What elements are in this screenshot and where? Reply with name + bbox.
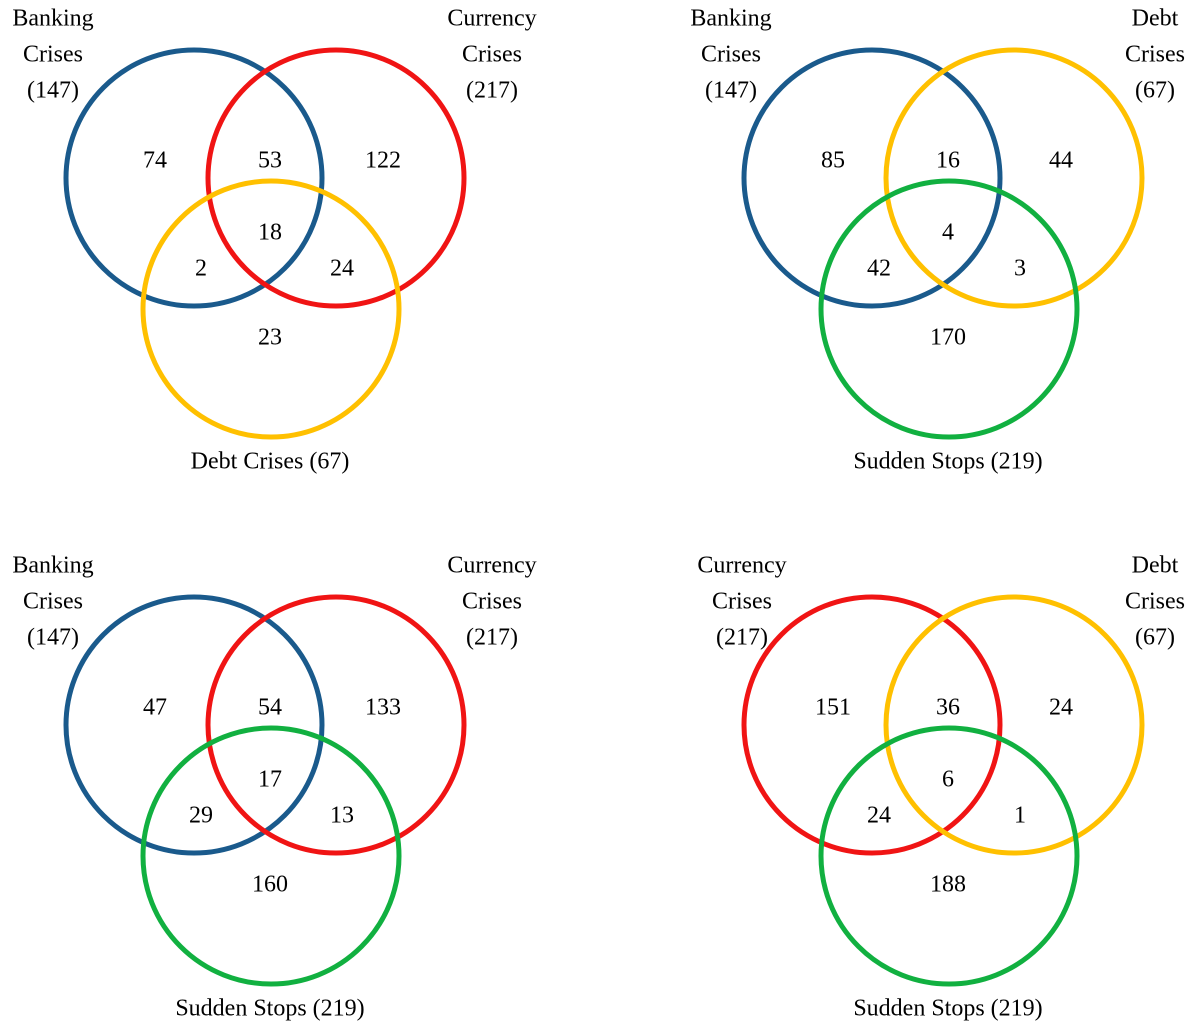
set-label-banking: Crises (701, 42, 761, 68)
region-count-a-only: 151 (815, 695, 851, 721)
set-label-currency: Crises (462, 42, 522, 68)
set-label-currency: (217) (716, 625, 768, 651)
region-count-c-only: 188 (930, 872, 966, 898)
region-count-abc: 18 (258, 220, 282, 246)
currency-circle (741, 594, 1003, 856)
region-count-bc: 3 (1014, 256, 1026, 282)
region-count-ab: 16 (936, 148, 960, 174)
set-label-banking: Crises (23, 42, 83, 68)
region-count-bc: 1 (1014, 803, 1026, 829)
region-count-a-only: 85 (821, 148, 845, 174)
region-count-bc: 13 (330, 803, 354, 829)
set-label-currency: Currency (697, 553, 786, 579)
sudden-circle (140, 725, 402, 987)
region-count-ab: 36 (936, 695, 960, 721)
set-label-debt: Crises (1125, 589, 1185, 615)
set-label-banking: Banking (12, 553, 93, 579)
set-label-debt: Crises (1125, 42, 1185, 68)
set-label-banking: Banking (12, 6, 93, 32)
set-label-banking: (147) (27, 78, 79, 104)
set-label-sudden: Sudden Stops (219) (853, 996, 1042, 1022)
set-label-debt: Debt Crises (67) (191, 449, 350, 475)
set-label-banking: Crises (23, 589, 83, 615)
region-count-ab: 54 (258, 695, 282, 721)
sudden-circle (818, 178, 1080, 440)
set-label-banking: (147) (705, 78, 757, 104)
set-label-banking: (147) (27, 625, 79, 651)
region-count-ab: 53 (258, 148, 282, 174)
region-count-b-only: 24 (1049, 695, 1073, 721)
region-count-ac: 42 (867, 256, 891, 282)
region-count-c-only: 170 (930, 325, 966, 351)
banking-circle (63, 47, 325, 309)
debt-circle (883, 594, 1145, 856)
set-label-debt: Debt (1132, 553, 1179, 579)
debt-circle (140, 178, 402, 440)
region-count-abc: 4 (942, 220, 954, 246)
set-label-currency: Crises (712, 589, 772, 615)
set-label-banking: Banking (690, 6, 771, 32)
region-count-abc: 6 (942, 767, 954, 793)
venn-panel-banking-debt-sudden: Banking Crises (147) Debt Crises (67) Sudden S… (690, 6, 1185, 475)
region-count-a-only: 74 (143, 148, 167, 174)
set-label-debt: (67) (1135, 625, 1175, 651)
region-count-ac: 29 (189, 803, 213, 829)
region-count-c-only: 23 (258, 325, 282, 351)
currency-circle (205, 594, 467, 856)
region-count-c-only: 160 (252, 872, 288, 898)
banking-circle (63, 594, 325, 856)
set-label-sudden: Sudden Stops (219) (175, 996, 364, 1022)
venn-panel-banking-currency-sudden: Banking Crises (147) Currency Crises (217) Sud… (12, 553, 536, 1022)
region-count-b-only: 122 (365, 148, 401, 174)
venn-panel-currency-debt-sudden: Currency Crises (217) Debt Crises (67) Sudden … (697, 553, 1185, 1022)
sudden-circle (818, 725, 1080, 987)
set-label-debt: (67) (1135, 78, 1175, 104)
set-label-sudden: Sudden Stops (219) (853, 449, 1042, 475)
region-count-ac: 24 (867, 803, 891, 829)
set-label-currency: Currency (447, 6, 536, 32)
region-count-b-only: 44 (1049, 148, 1073, 174)
region-count-bc: 24 (330, 256, 354, 282)
region-count-a-only: 47 (143, 695, 167, 721)
set-label-debt: Debt (1132, 6, 1179, 32)
region-count-ac: 2 (195, 256, 207, 282)
debt-circle (883, 47, 1145, 309)
banking-circle (741, 47, 1003, 309)
set-label-currency: (217) (466, 625, 518, 651)
venn-panel-banking-currency-debt: Banking Crises (147) Currency Crises (217) Deb… (12, 6, 536, 475)
set-label-currency: (217) (466, 78, 518, 104)
set-label-currency: Crises (462, 589, 522, 615)
region-count-b-only: 133 (365, 695, 401, 721)
set-label-currency: Currency (447, 553, 536, 579)
currency-circle (205, 47, 467, 309)
region-count-abc: 17 (258, 767, 282, 793)
